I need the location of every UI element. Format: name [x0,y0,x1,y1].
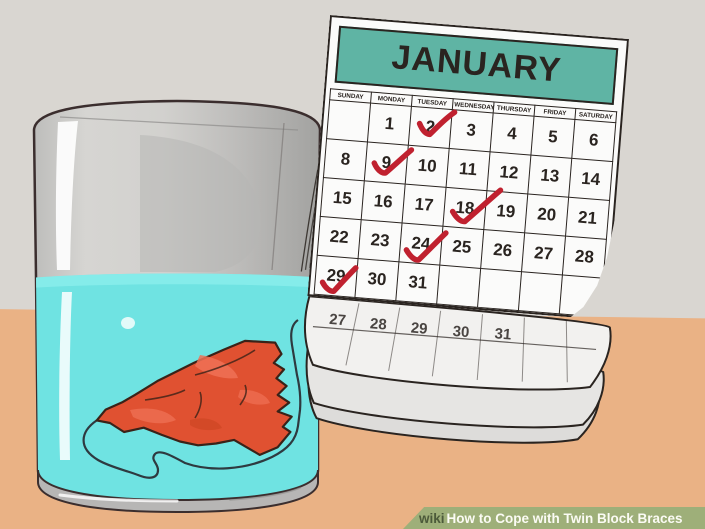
svg-text:31: 31 [494,325,512,343]
svg-text:28: 28 [369,315,387,333]
svg-text:27: 27 [329,311,347,329]
